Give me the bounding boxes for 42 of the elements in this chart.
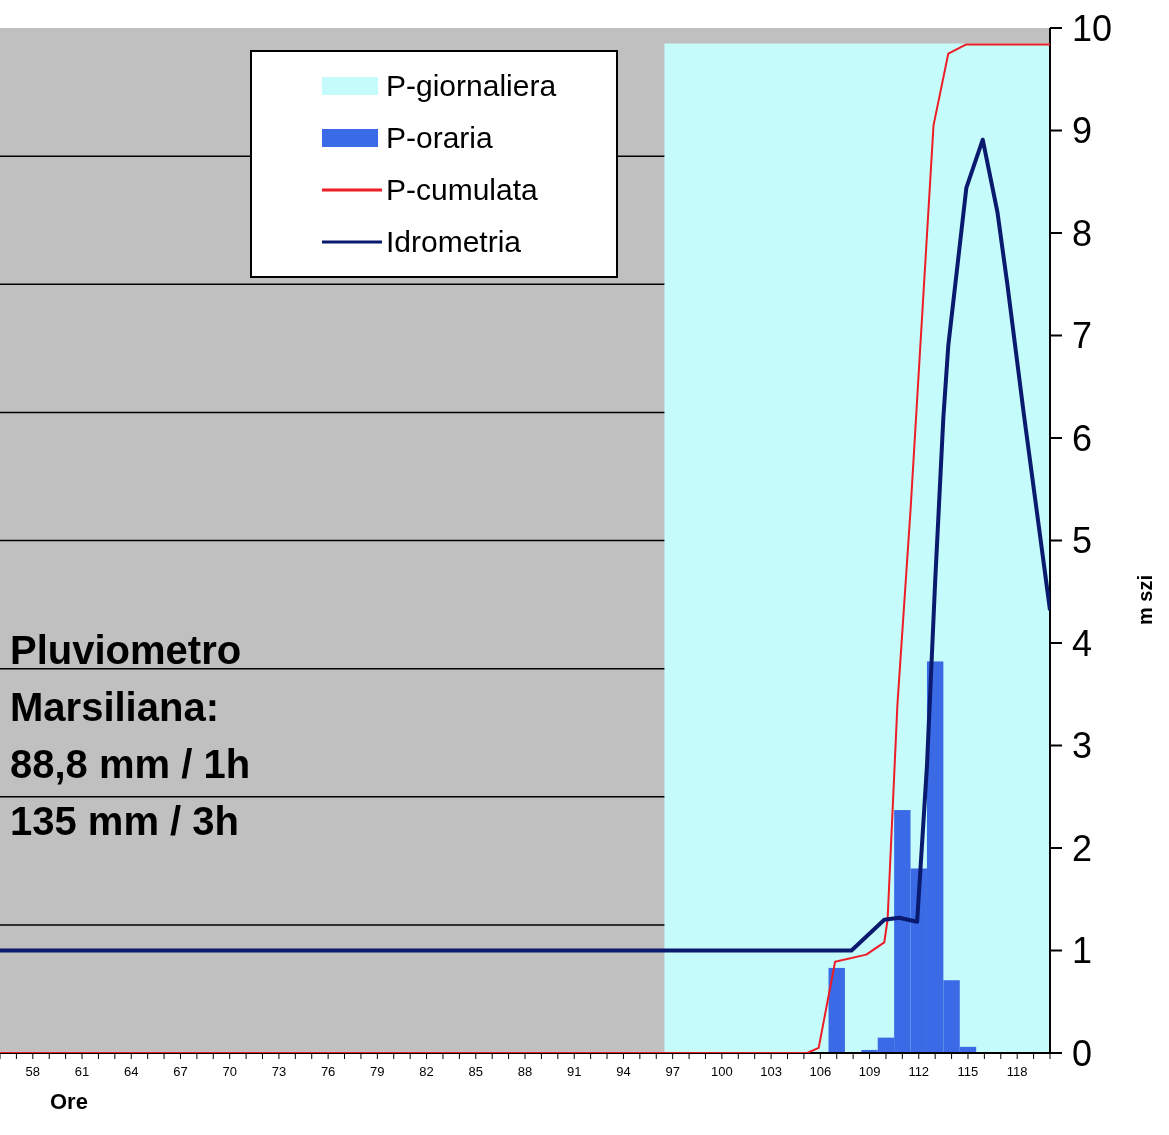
- y-tick-label: 8: [1072, 212, 1093, 254]
- annotation: Marsiliana:: [10, 684, 220, 731]
- x-tick-label: 115: [957, 1064, 979, 1080]
- y-tick-label: 10: [1072, 7, 1113, 49]
- x-tick-label: 94: [616, 1064, 631, 1080]
- x-tick-label: 79: [370, 1064, 385, 1080]
- x-tick-label: 103: [760, 1064, 782, 1080]
- x-tick-label: 112: [908, 1064, 930, 1080]
- x-tick-label: 82: [419, 1064, 434, 1080]
- x-tick-label: 73: [271, 1064, 287, 1080]
- y-tick-label: 5: [1072, 520, 1093, 562]
- x-tick-label: 67: [173, 1064, 188, 1080]
- x-tick-label: 91: [566, 1064, 582, 1080]
- y-tick-label: 7: [1072, 315, 1093, 357]
- y-tick-label: 4: [1072, 622, 1093, 664]
- annotation: 135 mm / 3h: [10, 798, 240, 845]
- x-tick-label: 85: [468, 1064, 484, 1080]
- x-tick-label: 64: [124, 1064, 139, 1080]
- annotation: 88,8 mm / 1h: [10, 741, 251, 788]
- y-tick-label: 9: [1072, 110, 1093, 152]
- x-axis-title: Ore: [50, 1089, 88, 1114]
- legend-label: P-giornaliera: [386, 69, 557, 103]
- y-tick-label: 3: [1072, 725, 1093, 767]
- y-tick-label: 0: [1072, 1032, 1093, 1074]
- y-axis-title: m szi: [1134, 574, 1156, 626]
- legend-label: P-cumulata: [386, 173, 538, 207]
- annotation: Pluviometro: [10, 627, 243, 674]
- y-tick-label: 1: [1072, 930, 1093, 972]
- x-tick-label: 88: [517, 1064, 533, 1080]
- x-tick-label: 109: [858, 1064, 881, 1080]
- x-tick-label: 76: [320, 1064, 336, 1080]
- legend-label: P-oraria: [386, 121, 493, 155]
- x-tick-label: 106: [809, 1064, 832, 1080]
- x-tick-label: 100: [711, 1064, 733, 1080]
- x-tick-label: 58: [25, 1064, 41, 1080]
- y-tick-label: 6: [1072, 417, 1093, 459]
- x-tick-label: 70: [222, 1064, 237, 1080]
- x-tick-label: 118: [1006, 1064, 1028, 1080]
- x-tick-label: 97: [665, 1064, 680, 1080]
- legend-label: Idrometria: [386, 225, 522, 259]
- y-tick-label: 2: [1072, 827, 1093, 869]
- x-tick-label: 61: [74, 1064, 90, 1080]
